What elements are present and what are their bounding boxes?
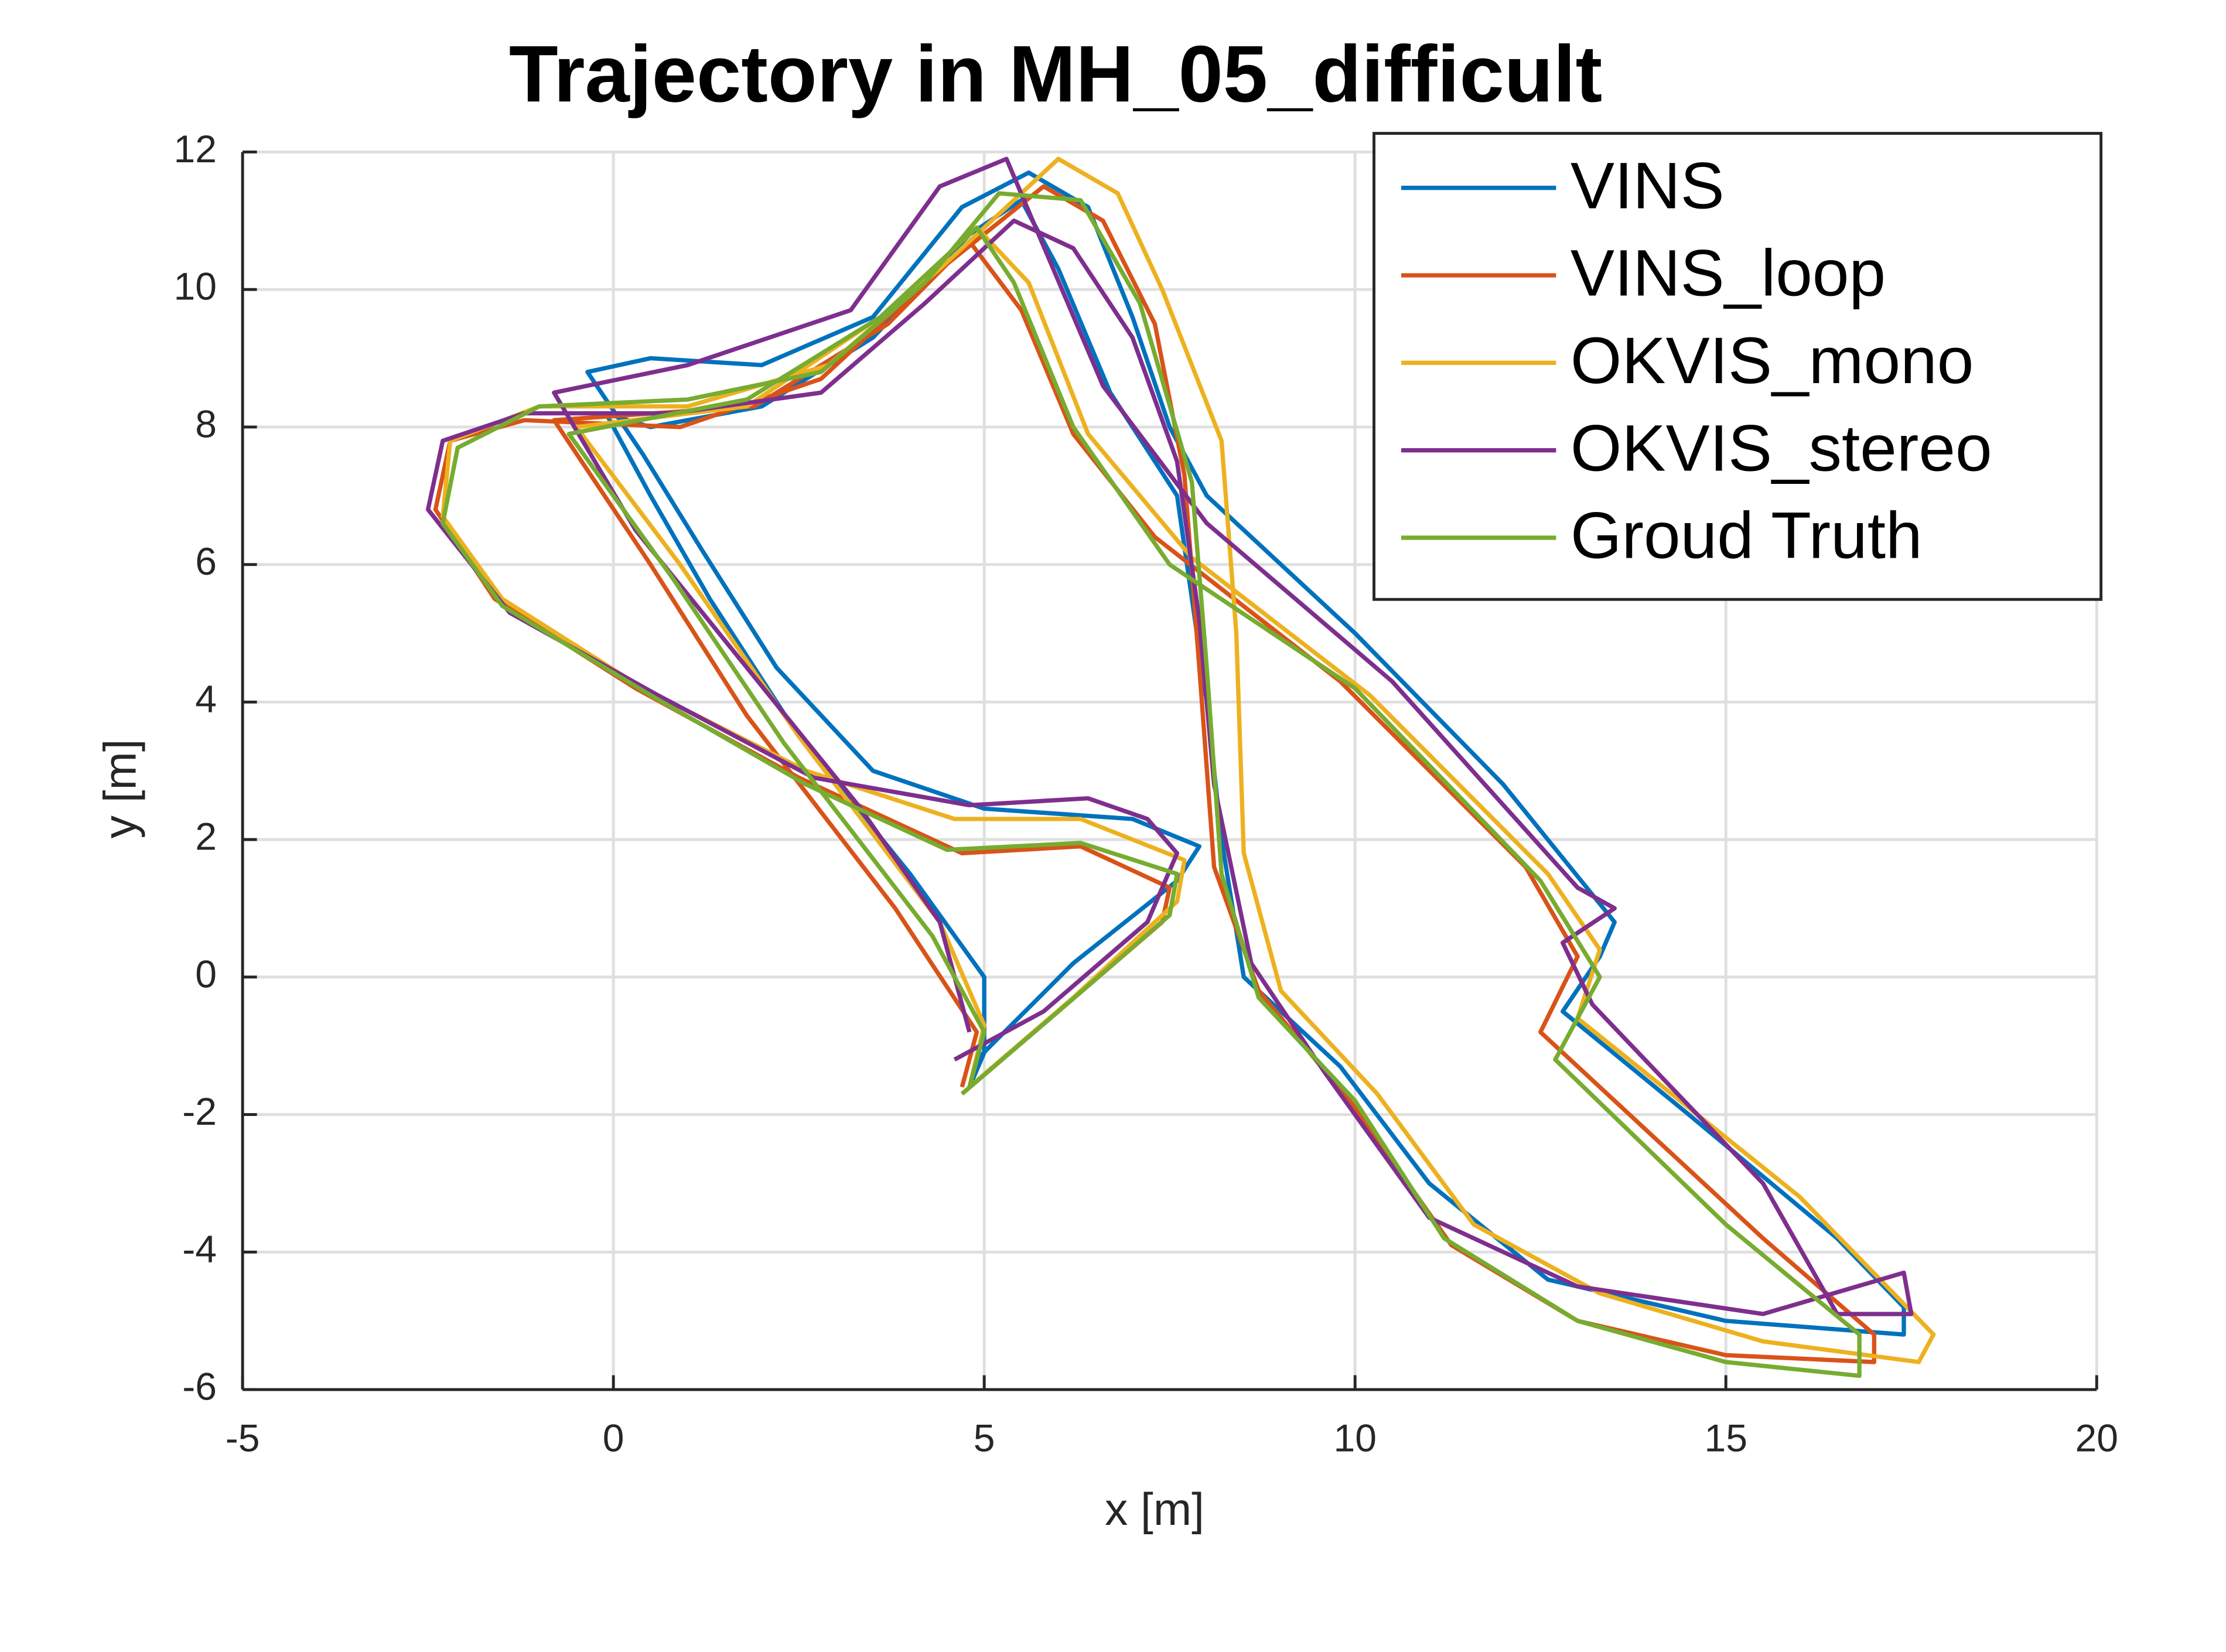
legend-box bbox=[1373, 132, 2103, 601]
y-tick-label: 10 bbox=[174, 265, 217, 309]
x-tick-label: 10 bbox=[1333, 1417, 1377, 1460]
legend-label: VINS bbox=[1571, 148, 1725, 222]
x-tick-label: 20 bbox=[2075, 1417, 2119, 1460]
x-tick-label: -5 bbox=[226, 1417, 260, 1460]
legend-label: OKVIS_stereo bbox=[1571, 411, 1992, 484]
x-tick-label: 15 bbox=[1704, 1417, 1747, 1460]
y-tick-label: -6 bbox=[182, 1365, 217, 1408]
y-tick-label: 6 bbox=[195, 540, 217, 583]
y-tick-label: -2 bbox=[182, 1090, 217, 1134]
plot-area bbox=[425, 156, 1936, 1378]
x-axis-label: x [m] bbox=[1105, 1483, 1204, 1535]
x-tick-label: 5 bbox=[974, 1417, 995, 1460]
chart-title: Trajectory in MH_05_difficult bbox=[509, 29, 1602, 119]
y-axis-label: y [m] bbox=[94, 739, 146, 839]
trajectory-line bbox=[441, 191, 1862, 1378]
y-tick-label: 4 bbox=[195, 678, 217, 721]
y-tick-label: 0 bbox=[195, 953, 217, 996]
legend-label: VINS_loop bbox=[1571, 236, 1886, 310]
ticks: -5 0 5 10 15 20 -6 -4 -2 0 2 4 6 8 10 12 bbox=[174, 128, 2118, 1460]
trajectory-line bbox=[425, 156, 1914, 1316]
legend-label: Groud Truth bbox=[1571, 499, 1923, 572]
y-tick-label: 8 bbox=[195, 402, 217, 446]
y-tick-label: -4 bbox=[182, 1228, 217, 1271]
legend-label: OKVIS_mono bbox=[1571, 323, 1974, 397]
legend: VINS VINS_loop OKVIS_mono OKVIS_stereo Groud… bbox=[1373, 132, 2103, 601]
y-tick-label: 2 bbox=[195, 815, 217, 859]
y-tick-label: 12 bbox=[174, 128, 217, 171]
x-tick-label: 0 bbox=[603, 1417, 624, 1460]
